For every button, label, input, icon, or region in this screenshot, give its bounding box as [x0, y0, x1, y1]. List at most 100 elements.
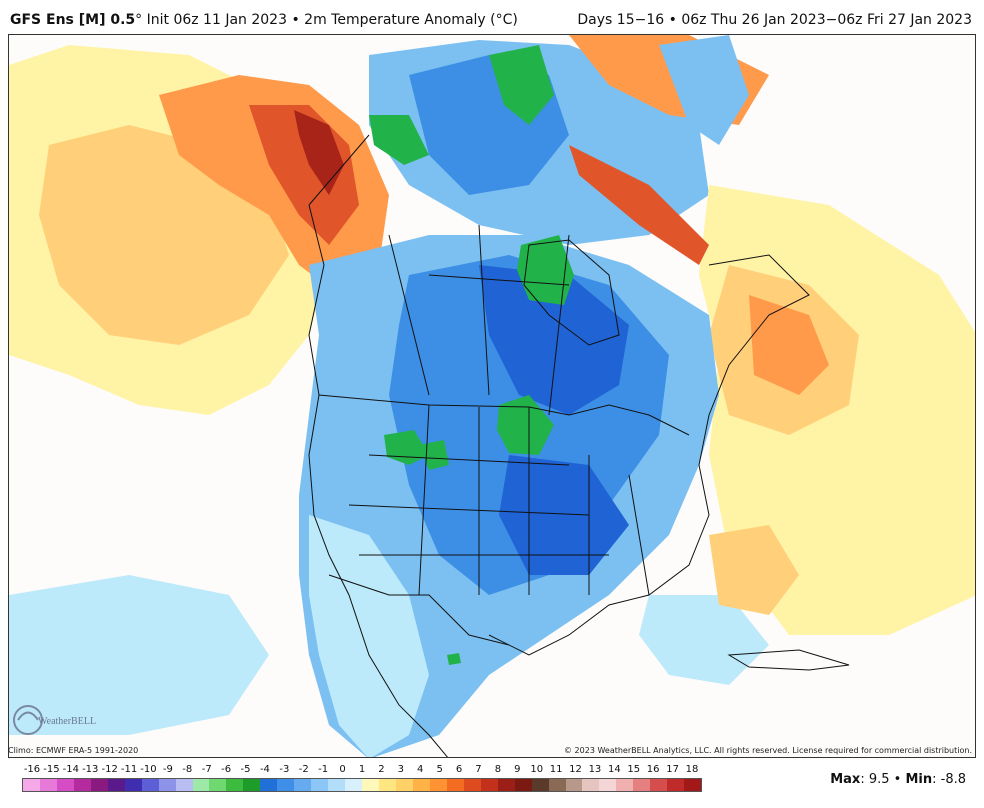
color-legend: -16 -15 -14 -13 -12 -11 -10 -9 -8 -7 -6 -5 -4 -3 -2 -1 0…	[22, 764, 702, 794]
legend-swatch	[260, 779, 278, 791]
us-mexico-border	[328, 574, 510, 646]
mexico-green-dot	[447, 653, 461, 665]
legend-swatch	[73, 779, 91, 791]
legend-swatch	[514, 779, 532, 791]
legend-label: -15	[43, 764, 60, 775]
legend-swatch	[90, 779, 108, 791]
legend-swatch	[107, 779, 125, 791]
legend-swatch	[192, 779, 210, 791]
degree-symbol: °	[135, 12, 143, 28]
weatherbell-logo: WeatherBELL	[12, 695, 96, 745]
legend-swatch	[328, 779, 346, 791]
legend-label: 10	[530, 764, 544, 775]
legend-label: 0	[339, 764, 346, 775]
legend-swatch	[294, 779, 312, 791]
legend-label: -14	[62, 764, 79, 775]
map-header: GFS Ens [M] 0.5° Init 06z 11 Jan 2023 • …	[0, 0, 984, 34]
pacific-cool-strip	[9, 575, 269, 735]
logo-text: WeatherBELL	[38, 716, 96, 727]
legend-swatch	[226, 779, 244, 791]
legend-label: -13	[82, 764, 99, 775]
legend-swatch	[565, 779, 583, 791]
legend-label: 18	[685, 764, 699, 775]
arctic-green-patch	[489, 45, 554, 125]
legend-swatch	[650, 779, 668, 791]
min-label: Min	[905, 772, 933, 787]
legend-label: -4	[259, 764, 270, 775]
weatherbell-logo-icon: WeatherBELL	[13, 705, 96, 735]
stats-bullet: •	[893, 772, 902, 787]
legend-label: -5	[240, 764, 251, 775]
province-lines	[388, 224, 570, 416]
legend-swatch	[684, 779, 702, 791]
model-name: GFS Ens [M] 0.5	[10, 12, 136, 28]
legend-label: 5	[436, 764, 443, 775]
legend-swatch	[616, 779, 634, 791]
legend-label: 13	[588, 764, 602, 775]
map-title: GFS Ens [M] 0.5° Init 06z 11 Jan 2023 • …	[10, 12, 518, 28]
legend-swatch	[633, 779, 651, 791]
legend-label: 15	[627, 764, 641, 775]
field-name: 2m Temperature Anomaly (°C)	[304, 12, 518, 28]
legend-labels: -16 -15 -14 -13 -12 -11 -10 -9 -8 -7 -6 -5 -4 -3 -2 -1 0…	[22, 764, 702, 778]
labrador-hot-band	[569, 145, 709, 265]
init-time: Init 06z 11 Jan 2023	[146, 12, 287, 28]
anomaly-map	[9, 35, 975, 757]
legend-label: 7	[475, 764, 482, 775]
legend-swatch	[243, 779, 261, 791]
alaska-border	[308, 134, 370, 206]
legend-swatch	[175, 779, 193, 791]
legend-swatch	[158, 779, 176, 791]
legend-label: 8	[494, 764, 502, 775]
title-bullet: •	[291, 12, 300, 28]
legend-label: 1	[358, 764, 366, 775]
legend-swatch	[446, 779, 464, 791]
legend-label: 6	[455, 764, 463, 775]
legend-swatch	[667, 779, 685, 791]
caribbean-light-cool	[639, 595, 769, 685]
legend-label: 9	[514, 764, 521, 775]
legend-label: -2	[298, 764, 309, 775]
legend-label: 11	[549, 764, 563, 775]
legend-label: 2	[378, 764, 385, 775]
legend-swatch	[362, 779, 380, 791]
legend-swatch	[531, 779, 549, 791]
legend-label: -3	[279, 764, 290, 775]
max-label: Max	[830, 772, 861, 787]
legend-swatch	[56, 779, 74, 791]
warm-gulf-patch	[709, 525, 799, 615]
legend-swatch	[599, 779, 617, 791]
legend-label: -8	[182, 764, 193, 775]
legend-swatch	[480, 779, 498, 791]
legend-label: 4	[417, 764, 424, 775]
legend-swatch	[463, 779, 481, 791]
hudson-bay-green-patch	[517, 235, 574, 305]
cuba-outline	[727, 649, 850, 671]
legend-label: -10	[140, 764, 157, 775]
max-value: : 9.5	[860, 772, 890, 787]
legend-label: -16	[23, 764, 41, 775]
legend-label: 16	[646, 764, 660, 775]
continent-cold-core	[479, 265, 629, 415]
legend-swatch	[277, 779, 295, 791]
legend-label: -9	[162, 764, 173, 775]
copyright-note: © 2023 WeatherBELL Analytics, LLC. All r…	[564, 746, 972, 755]
legend-label: -1	[318, 764, 329, 775]
legend-label: -7	[201, 764, 212, 775]
max-min-stats: Max: 9.5 • Min: -8.8	[830, 772, 966, 787]
min-value: : -8.8	[932, 772, 966, 787]
legend-swatch	[141, 779, 159, 791]
alaska-hottest-core	[294, 110, 344, 195]
valid-time: Days 15−16 • 06z Thu 26 Jan 2023−06z Fri…	[577, 12, 972, 28]
hudson-bay-outline	[523, 239, 620, 346]
legend-swatch	[548, 779, 566, 791]
greenland-cool	[659, 35, 749, 145]
legend-swatch	[582, 779, 600, 791]
legend-swatch	[429, 779, 447, 791]
climo-note: Climo: ECMWF ERA-5 1991-2020	[8, 746, 139, 755]
legend-swatch	[23, 779, 40, 791]
legend-swatch	[412, 779, 430, 791]
legend-swatch	[39, 779, 57, 791]
legend-swatch	[345, 779, 363, 791]
legend-swatch	[395, 779, 413, 791]
